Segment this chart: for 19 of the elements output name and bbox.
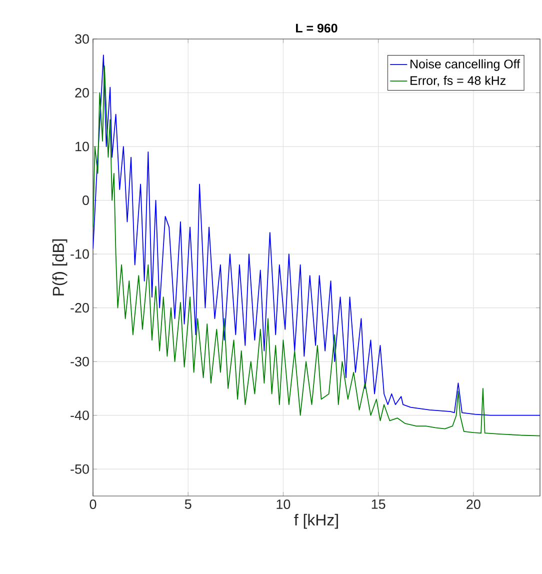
y-tick-label: -50 bbox=[70, 464, 89, 474]
y-tick-label: 10 bbox=[76, 142, 89, 152]
x-tick-label: 10 bbox=[276, 500, 290, 510]
y-tick-label: 0 bbox=[82, 196, 89, 206]
x-tick-label: 0 bbox=[90, 500, 96, 510]
legend-label: Noise cancelling Off bbox=[410, 59, 520, 71]
y-tick-label: 20 bbox=[75, 88, 89, 98]
x-axis-title: f [kHz] bbox=[294, 514, 338, 529]
y-tick-label: -30 bbox=[70, 356, 89, 366]
y-tick-label: -10 bbox=[70, 249, 89, 259]
x-tick-label: 15 bbox=[372, 500, 386, 509]
chart-title: L = 960 bbox=[296, 24, 338, 33]
y-tick-label: 30 bbox=[75, 34, 89, 44]
legend-label: Error, fs = 48 kHz bbox=[410, 76, 506, 86]
y-tick-label: -20 bbox=[70, 303, 89, 313]
y-axis-title: P(f) [dB] bbox=[52, 239, 68, 296]
x-tick-label: 20 bbox=[466, 500, 480, 510]
y-tick-label: -40 bbox=[70, 410, 89, 420]
x-tick-label: 5 bbox=[184, 500, 192, 509]
